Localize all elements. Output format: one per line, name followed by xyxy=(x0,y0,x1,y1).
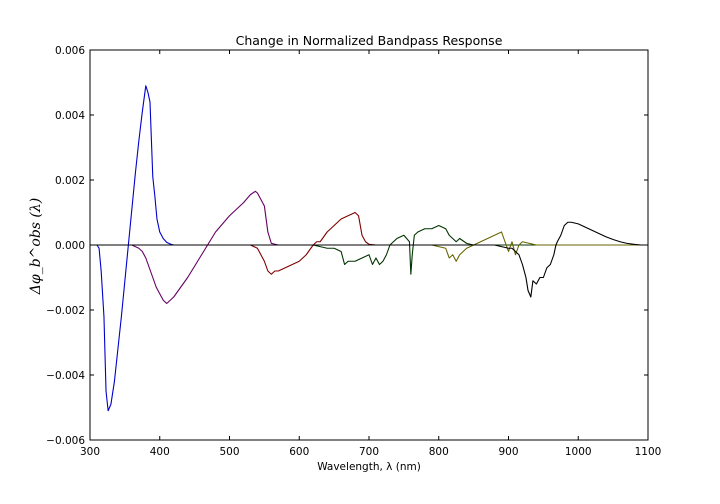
series-line-1 xyxy=(90,85,648,412)
series-line-6 xyxy=(90,221,648,298)
series-lines xyxy=(90,85,648,412)
y-tick-label: −0.006 xyxy=(46,435,85,447)
series-line-3 xyxy=(90,211,648,275)
x-tick-label: 300 xyxy=(80,446,100,458)
y-axis-ticks: −0.006 −0.004 −0.002 0.000 0.002 0.004 0.006 xyxy=(46,45,648,447)
x-tick-label: 1100 xyxy=(635,446,662,458)
y-tick-label: 0.006 xyxy=(55,45,85,57)
series-line-5 xyxy=(90,231,648,262)
x-tick-label: 400 xyxy=(150,446,170,458)
y-tick-label: 0.002 xyxy=(55,175,85,187)
y-axis-label-group: Δφ_b^obs (λ) xyxy=(28,198,44,295)
y-tick-label: −0.002 xyxy=(46,305,85,317)
series-line-4 xyxy=(90,224,648,275)
x-tick-label: 800 xyxy=(429,446,449,458)
x-tick-label: 700 xyxy=(359,446,379,458)
x-tick-label: 500 xyxy=(219,446,239,458)
x-axis-ticks: 300 400 500 600 700 800 900 1000 1100 xyxy=(80,50,661,458)
y-tick-label: 0.004 xyxy=(55,110,85,122)
series-line-2 xyxy=(90,190,648,305)
y-tick-label: −0.004 xyxy=(46,370,85,382)
chart-title: Change in Normalized Bandpass Response xyxy=(236,33,503,48)
x-tick-label: 900 xyxy=(498,446,518,458)
x-axis-label: Wavelength, λ (nm) xyxy=(317,461,421,473)
x-tick-label: 600 xyxy=(289,446,309,458)
x-tick-label: 1000 xyxy=(565,446,592,458)
y-axis-label: Δφ_b^obs (λ) xyxy=(28,198,44,295)
y-tick-label: 0.000 xyxy=(55,240,85,252)
